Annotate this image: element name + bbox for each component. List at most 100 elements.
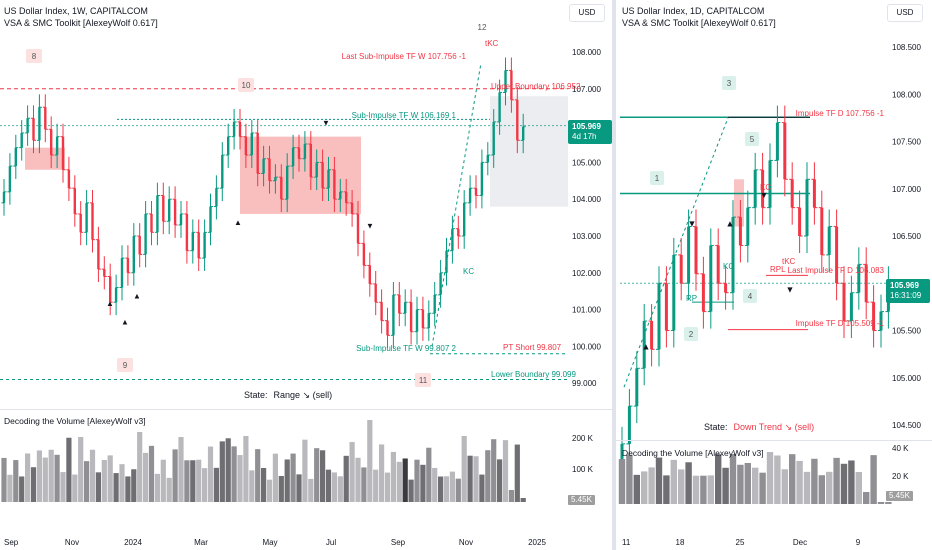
weekly-chart-canvas[interactable]: ▲▲▲▲▼▼108.000107.000106.000105.000104.00… — [0, 0, 612, 550]
state-indicator: State: Range ↘ (sell) — [244, 390, 332, 401]
daily-chart-canvas[interactable]: ▲ ▲ ▼ ▼ ▼ 108.500 108.000 107.500 107.000 106.500… — [616, 0, 932, 550]
volume-bar — [863, 492, 870, 504]
wave-count-badge — [722, 76, 736, 90]
volume-bar — [355, 457, 361, 502]
volume-bar — [308, 478, 314, 502]
volume-bar — [402, 458, 408, 502]
daily-chart-pane[interactable]: ▲ ▲ ▼ ▼ ▼ 108.500 108.000 107.500 107.000 106.500… — [616, 0, 932, 550]
kc-label: KC — [723, 262, 734, 271]
volume-bar — [213, 467, 219, 502]
volume-bar — [502, 440, 509, 502]
volume-bar — [449, 471, 455, 502]
supply-zone — [734, 179, 744, 227]
signal-marker-icon: ▲ — [133, 292, 141, 301]
time-axis-label: 2024 — [124, 538, 142, 547]
time-axis-label: Dec — [793, 538, 807, 547]
price-axis-tick: 108.000 — [892, 90, 921, 99]
volume-bar — [154, 473, 160, 502]
lower-boundary-label: Lower Boundary 99.099 — [491, 370, 577, 379]
state-label: State: — [704, 422, 728, 432]
pane-divider[interactable] — [612, 0, 616, 550]
signal-marker-icon: ▲ — [726, 219, 735, 229]
volume-bar — [685, 462, 692, 504]
signal-marker-icon: ▼ — [366, 222, 374, 231]
currency-button[interactable]: USD — [569, 4, 605, 22]
volume-bar — [89, 449, 96, 502]
chart-title: US Dollar Index, 1D, CAPITALCOM — [622, 6, 765, 16]
volume-bar — [19, 476, 25, 502]
signal-marker-icon: ▼ — [688, 219, 697, 229]
signal-marker-icon: ▲ — [642, 341, 651, 351]
pt-short-label: PT Short 99.807 — [503, 343, 562, 352]
signal-marker-icon: ▼ — [786, 285, 795, 295]
volume-bar — [325, 469, 332, 502]
volume-bar — [426, 447, 432, 502]
wave-count-badge — [684, 327, 698, 341]
volume-bar — [261, 467, 267, 502]
currency-button[interactable]: USD — [887, 4, 923, 22]
volume-axis-tick: 100 K — [572, 465, 594, 474]
volume-bar — [633, 474, 640, 504]
volume-bar — [13, 460, 19, 502]
volume-bar — [78, 436, 84, 502]
wave-count-number: 4 — [748, 292, 753, 301]
wave-count-number: 10 — [242, 81, 251, 90]
signal-marker-icon: ▼ — [760, 190, 769, 200]
volume-indicator-title[interactable]: Decoding the Volume [AlexeyWolf v3] — [4, 416, 146, 426]
time-axis-label: 9 — [856, 538, 861, 547]
volume-bar — [101, 459, 107, 502]
weekly-chart-pane[interactable]: ▲▲▲▲▼▼108.000107.000106.000105.000104.00… — [0, 0, 612, 550]
time-axis-label: Mar — [194, 538, 208, 547]
price-axis-tick: 100.000 — [572, 342, 601, 351]
pane-separator[interactable] — [0, 409, 612, 410]
state-value: Range ↘ (sell) — [273, 390, 333, 400]
volume-bar — [514, 444, 520, 502]
time-axis-label: Sep — [4, 538, 19, 547]
last-impulse-label: Last Impulse TF D 106.083 — [788, 266, 885, 275]
state-indicator: State: Down Trend ↘ (sell) — [704, 422, 814, 433]
volume-bar — [54, 454, 60, 502]
rp-label: RP — [686, 294, 697, 303]
indicator-label[interactable]: VSA & SMC Toolkit [AlexeyWolf 0.617] — [622, 18, 776, 28]
price-axis-tick: 108.000 — [572, 48, 601, 57]
tkc-label: tKC — [782, 257, 796, 266]
pane-separator[interactable] — [616, 440, 932, 441]
volume-bar — [877, 502, 885, 504]
volume-bar — [641, 471, 648, 504]
volume-bar — [473, 456, 479, 502]
volume-bar — [744, 463, 751, 504]
price-axis-tick: 106.500 — [892, 232, 921, 241]
volume-bar — [737, 464, 744, 504]
supply-zone — [240, 136, 361, 214]
projection-zone — [490, 96, 568, 207]
volume-bar — [420, 464, 426, 502]
indicator-label[interactable]: VSA & SMC Toolkit [AlexeyWolf 0.617] — [4, 18, 158, 28]
time-axis-label: May — [262, 538, 277, 547]
volume-bar — [479, 474, 485, 502]
volume-bar — [855, 472, 862, 504]
volume-bar — [84, 461, 90, 502]
volume-indicator-title[interactable]: Decoding the Volume [AlexeyWolf v3] — [622, 448, 764, 458]
volume-bar — [766, 452, 774, 504]
volume-bar — [670, 459, 677, 504]
volume-bar — [848, 460, 855, 504]
volume-bar — [225, 438, 231, 502]
volume-bar — [520, 498, 526, 502]
volume-bar — [72, 474, 78, 502]
volume-bar — [491, 439, 497, 502]
wave-count-number: 9 — [123, 361, 128, 370]
volume-bar — [715, 454, 722, 504]
volume-bar — [729, 454, 737, 504]
volume-bar — [384, 472, 391, 502]
volume-bar — [497, 459, 503, 502]
volume-bar — [166, 477, 172, 502]
wave-count-number: 12 — [478, 23, 487, 32]
volume-bar — [172, 449, 178, 502]
volume-bar — [811, 458, 818, 504]
volume-bar — [30, 467, 37, 502]
upper-boundary-label: Upper Boundary 106.952 — [491, 82, 581, 91]
volume-bar — [202, 468, 208, 502]
price-axis-tick: 105.000 — [892, 374, 921, 383]
volume-bar — [752, 467, 759, 504]
rpl-label: RPL — [770, 265, 786, 274]
